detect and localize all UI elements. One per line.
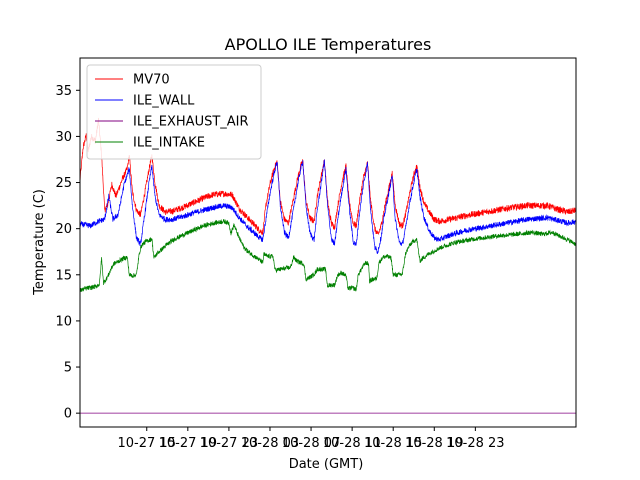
x-tick-label: 10-27 15 (118, 436, 176, 451)
plot-area-frame (79, 57, 577, 428)
x-axis-label: Date (GMT) (289, 457, 364, 472)
x-tick-label: 10-28 11 (323, 436, 381, 451)
y-tick-label: 35 (55, 84, 72, 99)
legend-label-ile-intake: ILE_INTAKE (133, 136, 205, 151)
legend-box (86, 64, 262, 160)
x-tick-label: 10-28 03 (241, 436, 299, 451)
series-line-mv70 (80, 117, 576, 235)
y-tick-label: 10 (55, 314, 72, 329)
series-line-ile-intake (80, 218, 576, 293)
x-tick-label: 10-27 23 (200, 436, 258, 451)
x-tick-label: 10-28 19 (405, 436, 463, 451)
series-layer (80, 117, 576, 414)
y-tick-label: 20 (55, 222, 72, 237)
y-tick-label: 25 (55, 176, 72, 191)
y-tick-label: 5 (64, 361, 72, 376)
y-tick-label: 30 (55, 130, 72, 145)
legend-label-ile-wall: ILE_WALL (133, 94, 195, 109)
x-tick-label: 10-28 23 (446, 436, 504, 451)
x-tick-label: 10-28 07 (282, 436, 340, 451)
y-tick-label: 0 (64, 407, 72, 422)
x-tick-label: 10-28 15 (364, 436, 422, 451)
y-tick-label: 15 (55, 268, 72, 283)
legend: MV70 ILE_WALL ILE_EXHAUST_AIR ILE_INTAKE (86, 64, 262, 160)
legend-label-mv70: MV70 (133, 73, 170, 88)
y-axis-label: Temperature (C) (32, 189, 47, 296)
x-tick-label: 10-27 19 (159, 436, 217, 451)
chart-title: APOLLO ILE Temperatures (225, 35, 432, 54)
legend-label-ile-exhaust-air: ILE_EXHAUST_AIR (133, 115, 249, 130)
series-line-ile-wall (80, 159, 576, 254)
